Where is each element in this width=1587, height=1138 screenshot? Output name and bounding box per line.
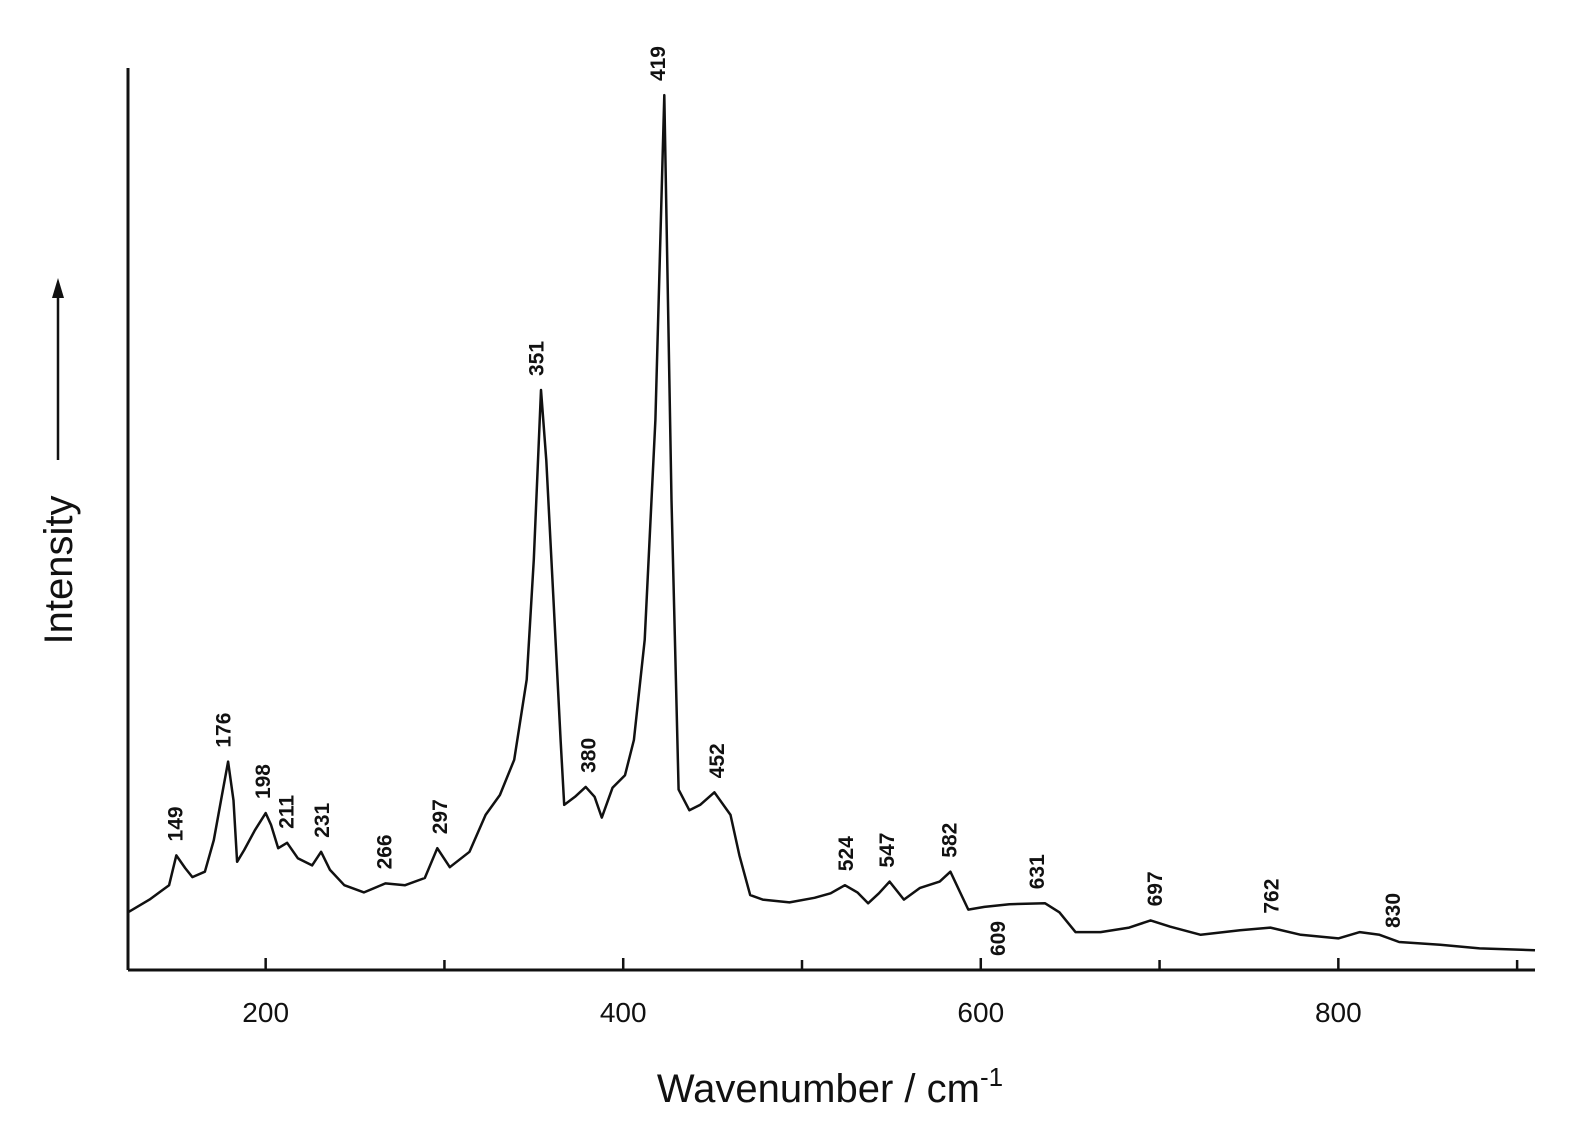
spectrum-line	[127, 93, 1536, 952]
peak-label: 697	[1144, 871, 1167, 906]
peak-label: 631	[1026, 854, 1049, 889]
x-tick-label: 200	[242, 997, 289, 1028]
peak-label: 198	[252, 764, 275, 799]
peak-label: 351	[526, 341, 549, 376]
y-arrow	[52, 278, 64, 460]
peak-label: 149	[164, 806, 187, 841]
x-tick-label: 400	[600, 997, 647, 1028]
peak-label: 211	[275, 795, 298, 829]
peak-label: 524	[835, 836, 858, 871]
peak-label: 547	[876, 833, 899, 868]
arrow-head	[52, 278, 64, 298]
peak-label: 176	[213, 713, 236, 748]
peak-label: 830	[1382, 893, 1405, 928]
peak-label: 297	[429, 799, 452, 834]
x-axis-label-text: Wavenumber / cm	[657, 1067, 980, 1111]
peak-label: 609	[987, 921, 1010, 956]
peak-label: 762	[1260, 879, 1283, 914]
x-tick-label: 800	[1315, 997, 1362, 1028]
x-axis-label-superscript: -1	[980, 1062, 1003, 1092]
peak-label: 380	[577, 738, 600, 773]
peak-label: 266	[374, 834, 397, 869]
y-axis-label: Intensity	[37, 496, 81, 645]
peak-label: 582	[939, 823, 962, 858]
x-axis-label: Wavenumber / cm-1	[657, 1062, 1003, 1111]
peak-label: 419	[647, 46, 670, 81]
peak-label: 231	[311, 802, 334, 837]
peak-label: 452	[706, 743, 729, 778]
x-tick-label: 600	[957, 997, 1004, 1028]
